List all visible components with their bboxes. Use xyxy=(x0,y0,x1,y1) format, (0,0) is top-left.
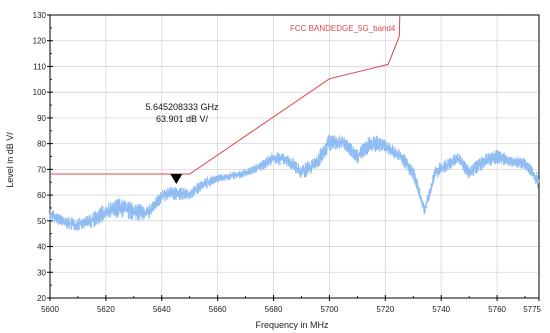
y-tick-label: 90 xyxy=(37,114,46,123)
y-tick-label: 50 xyxy=(37,217,46,226)
y-tick-label: 120 xyxy=(33,37,47,46)
measurement-trace-layer xyxy=(49,134,540,231)
marker-level-readout: 63.901 dB V/ xyxy=(156,114,209,124)
x-tick-label: 5640 xyxy=(153,305,171,314)
x-tick-label: 5660 xyxy=(209,305,227,314)
y-tick-label: 20 xyxy=(37,294,46,303)
x-tick-label: 5600 xyxy=(41,305,59,314)
y-tick-label: 40 xyxy=(37,243,46,252)
grid-lines xyxy=(50,15,539,298)
limit-line-label: FCC BANDEDGE_5G_band4 xyxy=(290,24,396,33)
x-axis-title: Frequency in MHz xyxy=(255,320,329,330)
y-axis-title: Level in dB V/ xyxy=(5,132,15,188)
axis-ticks: 20 30 40 50 60 70 80 90 100 110 120 130 5600 5620 5640… xyxy=(33,11,542,314)
x-tick-label: 5760 xyxy=(488,305,506,314)
limit-line-layer xyxy=(50,14,401,175)
x-tick-label: 5740 xyxy=(432,305,450,314)
y-tick-label: 100 xyxy=(33,88,47,97)
x-tick-label: 5680 xyxy=(265,305,283,314)
plot-area-frame xyxy=(49,14,540,299)
x-tick-label: 5775 xyxy=(523,305,541,314)
measurement-trace xyxy=(49,134,540,231)
y-tick-label: 70 xyxy=(37,165,46,174)
limit-line xyxy=(50,14,401,175)
y-tick-label: 110 xyxy=(33,62,46,71)
y-tick-label: 80 xyxy=(37,140,46,149)
marker-frequency-readout: 5.645208333 GHz xyxy=(145,102,219,112)
peak-marker-icon[interactable] xyxy=(170,174,183,185)
x-tick-label: 5720 xyxy=(376,305,394,314)
y-tick-label: 60 xyxy=(37,191,46,200)
y-tick-label: 30 xyxy=(37,268,46,277)
x-tick-label: 5700 xyxy=(321,305,339,314)
y-tick-label: 130 xyxy=(33,11,47,20)
x-tick-label: 5620 xyxy=(97,305,115,314)
